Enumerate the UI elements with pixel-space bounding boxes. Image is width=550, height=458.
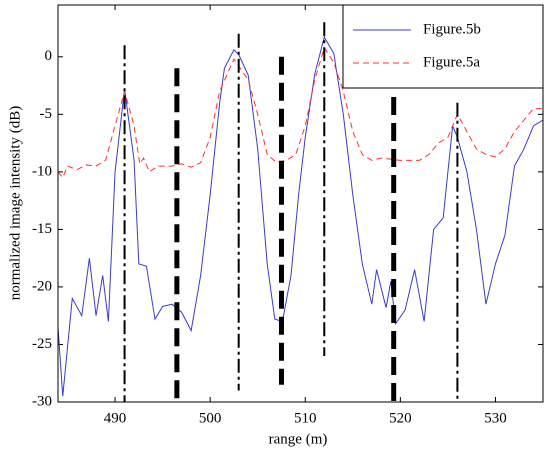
- y-tick-label: -15: [32, 221, 52, 237]
- x-tick-label: 490: [104, 410, 127, 426]
- x-tick-label: 510: [294, 410, 317, 426]
- legend-box: [342, 4, 544, 89]
- line-series: [57, 35, 544, 397]
- y-tick-label: 0: [45, 48, 53, 64]
- plot-frame: [57, 4, 544, 403]
- x-axis-label: range (m): [269, 431, 328, 447]
- y-tick-label: -30: [32, 393, 52, 409]
- legend-label: Figure.5b: [423, 21, 481, 37]
- y-tick-label: -5: [40, 106, 53, 122]
- legend-label: Figure.5a: [423, 54, 480, 70]
- y-axis-label: normalized image intensity (dB): [7, 106, 23, 301]
- y-tick-label: -10: [32, 163, 52, 179]
- y-tick-label: -20: [32, 278, 52, 294]
- x-tick-label: 530: [484, 410, 507, 426]
- y-tick-label: -25: [32, 336, 52, 352]
- x-tick-label: 520: [389, 410, 412, 426]
- x-tick-label: 500: [199, 410, 222, 426]
